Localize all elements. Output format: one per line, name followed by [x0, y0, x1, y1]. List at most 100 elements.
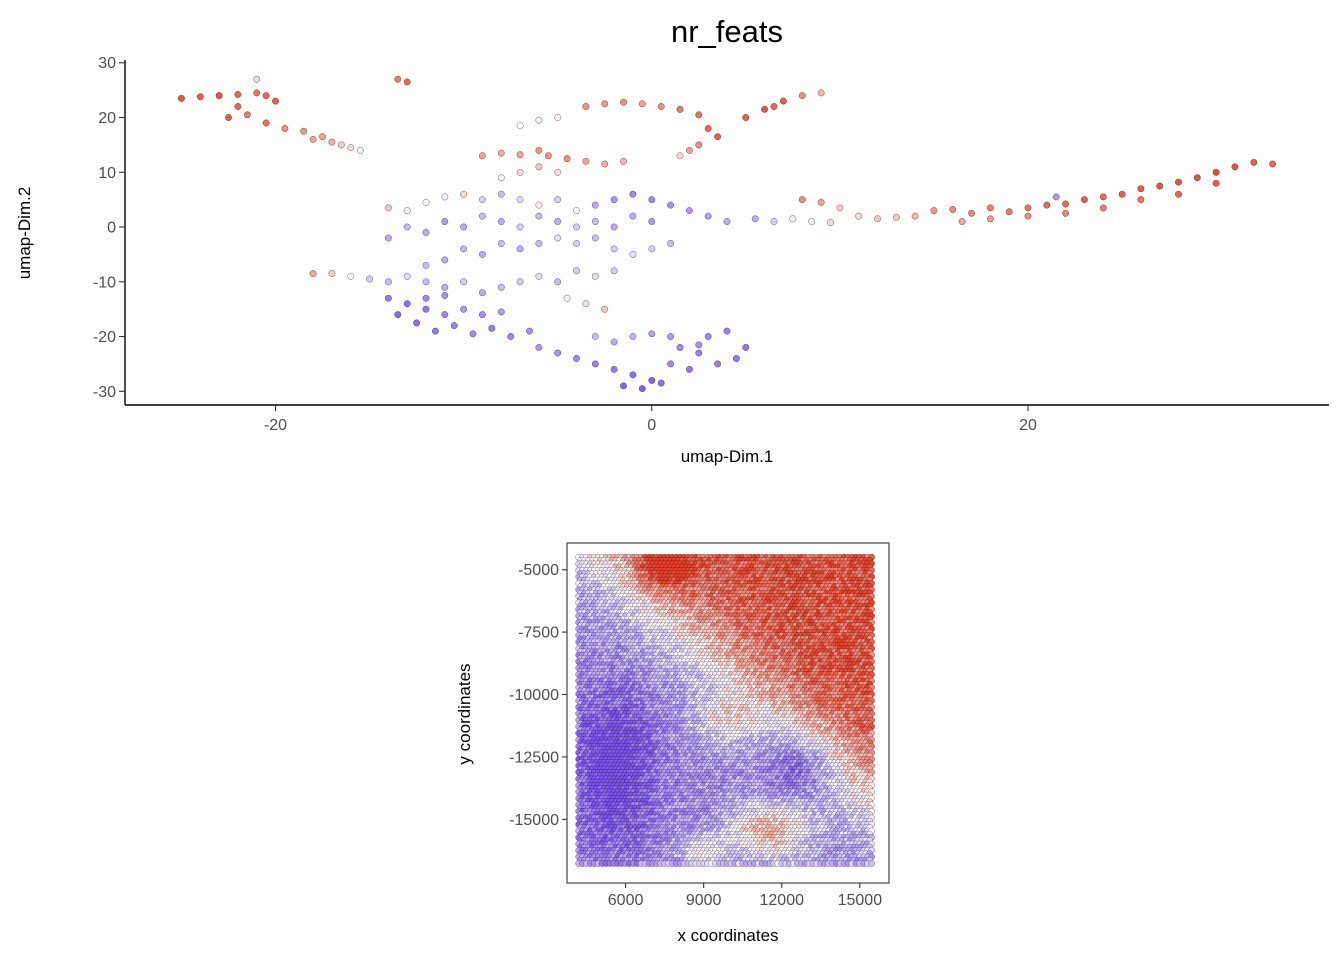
umap-point: [704, 212, 712, 220]
umap-point: [356, 147, 364, 154]
umap-point: [1052, 193, 1060, 201]
umap-point: [516, 196, 524, 203]
umap-point: [422, 229, 430, 236]
umap-point: [385, 204, 392, 212]
umap-point: [563, 294, 571, 302]
umap-point: [253, 75, 261, 83]
umap-point: [686, 207, 693, 214]
umap-point: [695, 111, 703, 119]
umap-point: [742, 344, 750, 351]
umap-point: [535, 272, 543, 280]
umap-points: [178, 75, 1276, 392]
umap-point: [892, 213, 900, 221]
umap-point: [686, 366, 693, 373]
umap-point: [516, 151, 524, 159]
umap-point: [1062, 209, 1069, 217]
umap-point: [516, 245, 524, 253]
umap-point: [441, 218, 449, 225]
umap-point: [573, 240, 580, 247]
umap-point: [563, 155, 571, 162]
umap-point: [432, 327, 439, 335]
umap-point: [535, 344, 543, 351]
umap-point: [648, 245, 656, 253]
umap-point: [874, 215, 881, 223]
umap-point: [610, 245, 618, 253]
umap-point: [695, 141, 703, 149]
umap-point: [516, 223, 524, 231]
umap-point: [667, 240, 674, 247]
umap-point: [479, 311, 486, 318]
umap-point: [601, 160, 609, 168]
umap-point: [385, 294, 392, 302]
umap-y-tick-label: -20: [93, 329, 116, 346]
umap-point: [441, 193, 449, 201]
umap-point: [911, 212, 919, 220]
umap-point: [1175, 190, 1182, 198]
plot-title: nr_feats: [671, 14, 783, 49]
umap-point: [488, 324, 496, 332]
umap-point: [695, 349, 703, 357]
umap-point: [403, 207, 411, 214]
umap-point: [441, 283, 449, 291]
umap-point: [704, 333, 712, 340]
umap-point: [347, 144, 355, 151]
umap-point: [629, 212, 637, 220]
umap-point: [770, 218, 778, 225]
umap-point: [676, 344, 684, 351]
umap-point: [930, 207, 938, 214]
umap-point: [686, 147, 693, 154]
umap-point: [554, 234, 562, 242]
umap-point: [526, 327, 533, 335]
umap-point: [215, 92, 223, 99]
umap-point: [648, 377, 656, 384]
umap-point: [733, 355, 740, 362]
umap-point: [761, 105, 768, 113]
umap-point: [855, 212, 863, 220]
umap-point: [676, 105, 684, 113]
umap-point: [337, 141, 345, 149]
umap-point: [497, 190, 505, 198]
umap-point: [262, 119, 270, 127]
umap-point: [422, 199, 430, 206]
umap-point: [676, 152, 684, 160]
umap-point: [1024, 212, 1032, 220]
umap-point: [497, 218, 505, 225]
umap-point: [582, 157, 590, 165]
umap-y-axis-title: umap-Dim.2: [15, 187, 34, 280]
umap-point: [234, 103, 242, 110]
umap-point: [516, 122, 524, 130]
umap-x-tick-label: 0: [647, 417, 656, 434]
umap-x-tick-label: 20: [1019, 417, 1037, 434]
umap-point: [243, 111, 251, 119]
umap-point: [422, 305, 430, 313]
umap-point: [403, 272, 411, 280]
umap-point: [798, 92, 806, 99]
umap-point: [573, 267, 580, 275]
umap-point: [601, 305, 609, 313]
umap-point: [742, 114, 750, 121]
umap-point: [648, 218, 656, 225]
umap-point: [770, 103, 778, 110]
umap-point: [1231, 163, 1239, 171]
umap-point: [629, 333, 637, 340]
umap-point: [460, 245, 467, 253]
umap-point: [422, 262, 430, 269]
umap-point: [1137, 196, 1145, 203]
umap-point: [1193, 174, 1201, 182]
umap-point: [808, 218, 816, 225]
umap-point: [968, 209, 975, 217]
umap-point: [591, 218, 599, 225]
umap-point: [535, 212, 543, 220]
umap-point: [1137, 185, 1145, 193]
umap-point: [620, 382, 627, 390]
umap-point: [394, 311, 402, 318]
umap-point: [385, 278, 392, 286]
umap-point: [591, 272, 599, 280]
umap-point: [309, 270, 317, 277]
umap-point: [610, 338, 618, 346]
umap-x-tick-label: -20: [264, 417, 287, 434]
umap-point: [479, 289, 486, 297]
umap-y-tick-label: 20: [98, 110, 116, 127]
umap-point: [441, 256, 449, 264]
umap-point: [751, 215, 759, 223]
